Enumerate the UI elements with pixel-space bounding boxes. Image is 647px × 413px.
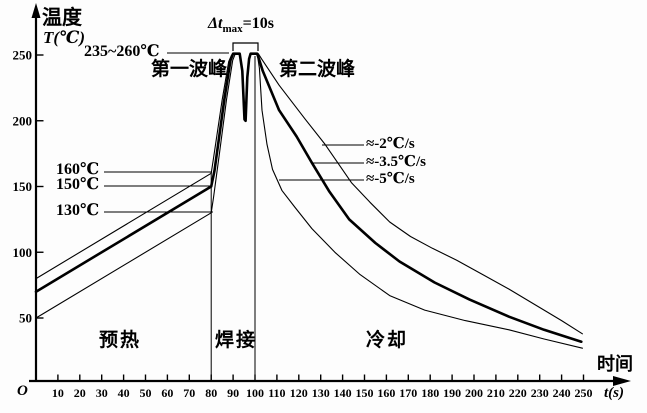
x-axis-unit: t(s) <box>604 385 624 401</box>
x-tick-label: 230 <box>531 386 549 400</box>
x-tick-label: 130 <box>312 386 330 400</box>
x-tick-label: 20 <box>74 386 86 400</box>
rate-2-label: ≈-2℃/s <box>366 136 415 152</box>
dt-max-symbol: Δt <box>208 15 223 32</box>
x-tick-label: 180 <box>421 386 439 400</box>
y-tick-label: 50 <box>19 311 32 326</box>
x-tick-label: 120 <box>290 386 308 400</box>
x-tick-label: 30 <box>96 386 108 400</box>
x-tick-label: 140 <box>334 386 352 400</box>
dt-max-bracket <box>232 42 259 51</box>
x-tick-label: 10 <box>52 386 64 400</box>
y-axis-arrow-icon <box>31 3 41 18</box>
zone-preheat-label: 预热 <box>99 330 142 351</box>
x-tick-label: 250 <box>575 386 593 400</box>
x-tick-label: 200 <box>465 386 483 400</box>
x-tick-label: 150 <box>356 386 374 400</box>
x-tick-label: 60 <box>161 386 173 400</box>
dt-max-subscript: max <box>222 23 243 36</box>
zone-cooling-label: 冷却 <box>366 330 409 351</box>
zone-solder-label: 焊接 <box>215 330 258 351</box>
temp-130-label: 130℃ <box>56 202 100 219</box>
x-tick-label: 40 <box>118 386 130 400</box>
x-tick-label: 160 <box>377 386 395 400</box>
x-tick-label: 170 <box>399 386 417 400</box>
dt-max-value: =10s <box>242 15 274 32</box>
series-main-profile-150-peaks-cooling-3.5 <box>34 52 583 344</box>
y-tick-label: 100 <box>13 245 33 260</box>
dt-max-label: Δtmax=10s <box>208 16 274 35</box>
x-axis-arrow-icon <box>613 376 631 386</box>
series-preheat-lower-130 <box>35 53 236 319</box>
x-tick-label: 90 <box>227 386 239 400</box>
x-tick-label: 50 <box>140 386 152 400</box>
x-axis-title: 时间 <box>597 354 633 374</box>
x-tick-label: 100 <box>246 386 264 400</box>
series-cooling-2Cs <box>257 53 583 335</box>
x-tick-label: 190 <box>443 386 461 400</box>
y-axis-unit: T(℃) <box>43 28 86 47</box>
rate-3.5-label: ≈-3.5℃/s <box>366 154 426 170</box>
x-tick-label: 240 <box>553 386 571 400</box>
x-tick-label: 70 <box>183 386 195 400</box>
series-cooling-5Cs <box>256 53 583 349</box>
y-axis-title: 温度 <box>42 7 82 29</box>
x-tick-label: 210 <box>487 386 505 400</box>
rate-5-label: ≈-5℃/s <box>366 171 415 187</box>
y-tick-label: 200 <box>13 113 33 128</box>
first-peak-label: 第一波峰 <box>151 59 228 80</box>
peak-range-label: 235~260℃ <box>84 43 160 60</box>
x-tick-label: 80 <box>205 386 217 400</box>
second-peak-label: 第二波峰 <box>279 59 356 80</box>
x-tick-label: 110 <box>268 386 285 400</box>
temp-160-label: 160℃ <box>56 161 100 178</box>
x-tick-label: 220 <box>509 386 527 400</box>
origin-label: O <box>17 383 28 399</box>
y-tick-label: 150 <box>13 179 33 194</box>
temp-150-label: 150℃ <box>56 176 100 193</box>
y-tick-label: 250 <box>13 48 33 63</box>
